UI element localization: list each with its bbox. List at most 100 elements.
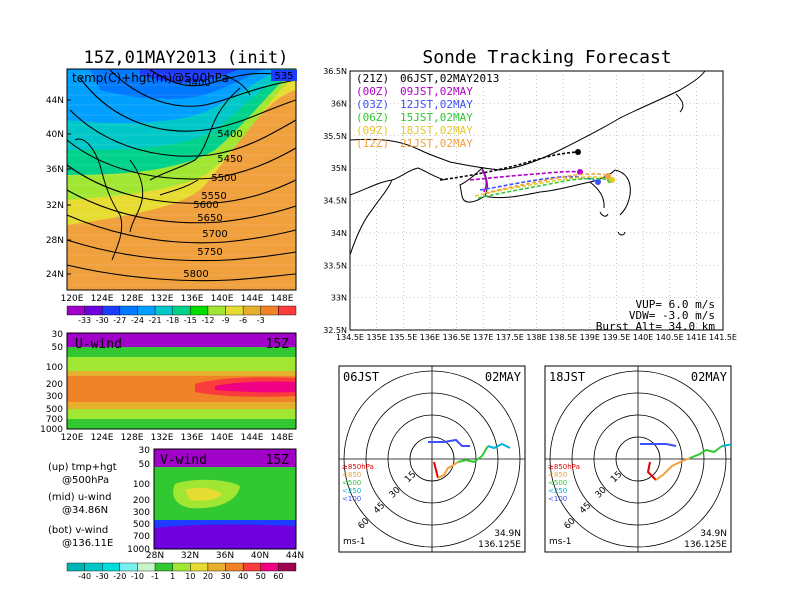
track-legend: (21Z) 06JST,02MAY2013 (00Z) 09JST,02MAY (03Z… — [356, 72, 499, 150]
temp-colorbar-cell — [154, 305, 173, 316]
track-lat-tick: 34N — [331, 229, 347, 238]
legend-time: 21JST,02MAY — [400, 137, 473, 150]
hodograph-lon: 136.125E — [684, 540, 727, 550]
u-lon-tick: 132E — [151, 433, 174, 443]
trajectories — [439, 149, 615, 199]
note-line-b: @34.86N — [62, 505, 108, 516]
wind-colorbar-label: -1 — [151, 572, 159, 581]
wind-colorbar-cell — [137, 562, 156, 572]
track-lat-ticks: 36.5N 36N 35.5N 35N 34.5N 34N 33.5N 33N 32.5N — [323, 67, 347, 335]
v-pressure-tick: 500 — [133, 520, 150, 530]
hodograph-trace — [457, 445, 489, 464]
upper-lon-tick: 140E — [211, 294, 234, 304]
temp-colorbar-label: -9 — [222, 316, 230, 325]
wind-colorbar-cell — [66, 562, 85, 572]
v-lat-tick: 44N — [286, 551, 304, 561]
wind-colorbar-label: -10 — [131, 572, 144, 581]
v-pressure-tick: 700 — [133, 532, 150, 542]
wind-colorbar-cell — [260, 562, 279, 572]
hodograph-date: 02MAY — [691, 370, 728, 384]
upper-lon-ticks: 120E 124E 128E 132E 136E 140E 144E 148E — [61, 294, 294, 304]
v-wind-time: 15Z — [266, 453, 290, 468]
track-lat-tick: 35.5N — [323, 132, 347, 141]
v-lat-tick: 40N — [251, 551, 269, 561]
contour-label: 5550 — [201, 191, 226, 202]
hodograph-date: 02MAY — [485, 370, 522, 384]
left-title: 15Z,01MAY2013 (init) — [84, 48, 289, 68]
upper-lat-ticks: 44N 40N 36N 32N 28N 24N — [46, 96, 71, 280]
hodograph-level: <250 — [548, 487, 567, 495]
v-pressure-tick: 300 — [133, 508, 150, 518]
hodograph-trace — [721, 443, 731, 447]
hodograph-level: <100 — [342, 495, 361, 503]
temp-colorbar-cell — [102, 305, 121, 316]
v-wind-panel: V-wind 15Z 30 50 100 200 300 500 700 1000 28N 32… — [127, 446, 304, 561]
upper-lat-tick: 28N — [46, 236, 64, 246]
track-lat-tick: 36.5N — [323, 67, 347, 76]
legend-code: (12Z) — [356, 137, 389, 150]
temp-colorbar-label: -12 — [201, 316, 214, 325]
note-line-a: (mid) u-wind — [48, 492, 111, 503]
track-lon-tick: 137.5E — [496, 333, 524, 342]
wind-colorbar-label: 20 — [203, 572, 213, 581]
upper-lon-tick: 132E — [151, 294, 174, 304]
temp-colorbar: -33 -30 -27 -24 -21 -18 -15 -12 -9 -6 -3 — [66, 305, 297, 325]
wind-colorbar-cell — [119, 562, 138, 572]
u-pressure-tick: 200 — [46, 380, 63, 390]
contour-label: 5500 — [211, 173, 236, 184]
u-lon-tick: 124E — [91, 433, 114, 443]
u-wind-lon-ticks: 120E 124E 128E 132E 136E 140E 144E 148E — [61, 433, 294, 443]
temp-colorbar-cell — [119, 305, 138, 316]
wind-colorbar-cell — [225, 562, 244, 572]
wind-colorbar-label: -30 — [96, 572, 109, 581]
temp-colorbar-cell — [225, 305, 244, 316]
hodograph-trace — [689, 445, 723, 459]
panel-notes: (up) tmp+hgt @500hPa (mid) u-wind @34.86N (b… — [48, 462, 117, 549]
vup-label: VUP= 6.0 m/s — [636, 298, 715, 311]
u-pressure-tick: 100 — [46, 363, 63, 373]
legend-code: (09Z) — [356, 124, 389, 137]
v-wind-lat-ticks: 28N 32N 36N 40N 44N — [146, 551, 304, 561]
track-lat-tick: 33.5N — [323, 261, 347, 270]
upper-lat-tick: 36N — [46, 165, 64, 175]
hodograph-trace — [433, 461, 439, 479]
legend-time: 09JST,02MAY — [400, 85, 473, 98]
hodograph-level: ≥850hPa — [342, 463, 374, 471]
temp-colorbar-label: -30 — [96, 316, 109, 325]
temp-colorbar-cell — [190, 305, 209, 316]
temp-colorbar-label: -24 — [131, 316, 144, 325]
note-line-b: @136.11E — [62, 538, 113, 549]
temp-colorbar-cell — [207, 305, 226, 316]
u-lon-tick: 120E — [61, 433, 84, 443]
track-lon-tick: 139E — [580, 333, 600, 342]
wind-colorbar-label: 10 — [185, 572, 195, 581]
hodograph-time: 18JST — [549, 370, 585, 384]
upper-lat-tick: 24N — [46, 270, 64, 280]
u-wind-title: U-wind — [75, 337, 122, 352]
contour-label: 5650 — [197, 213, 222, 224]
u-pressure-tick: 300 — [46, 392, 63, 402]
v-pressure-tick: 50 — [139, 460, 151, 470]
legend-time: 06JST,02MAY2013 — [400, 72, 499, 85]
upper-map-label: temp(C)+hgt(m)@500hPa — [72, 71, 229, 85]
track-coastline — [349, 70, 706, 256]
wind-colorbar: -40 -30 -20 -10 -1 1 10 20 30 40 50 60 — [66, 562, 297, 581]
note-line-a: (bot) v-wind — [48, 525, 108, 536]
upper-lon-tick: 124E — [91, 294, 114, 304]
hodograph-level: ≥850hPa — [548, 463, 580, 471]
temp-colorbar-cell — [278, 305, 297, 316]
hodograph-lat: 34.9N — [494, 529, 521, 539]
hodograph-level: <850 — [548, 471, 567, 479]
track-lon-tick: 141E — [686, 333, 706, 342]
contour-label: 5450 — [217, 154, 242, 165]
u-pressure-tick: 500 — [46, 405, 63, 415]
contour-label: 5800 — [183, 269, 208, 280]
track-lon-tick: 137E — [473, 333, 493, 342]
hodograph-trace — [646, 461, 657, 481]
contour-label: 5700 — [202, 229, 227, 240]
wind-colorbar-cell — [172, 562, 191, 572]
temp-colorbar-cell — [242, 305, 261, 316]
wind-colorbar-label: -20 — [113, 572, 126, 581]
